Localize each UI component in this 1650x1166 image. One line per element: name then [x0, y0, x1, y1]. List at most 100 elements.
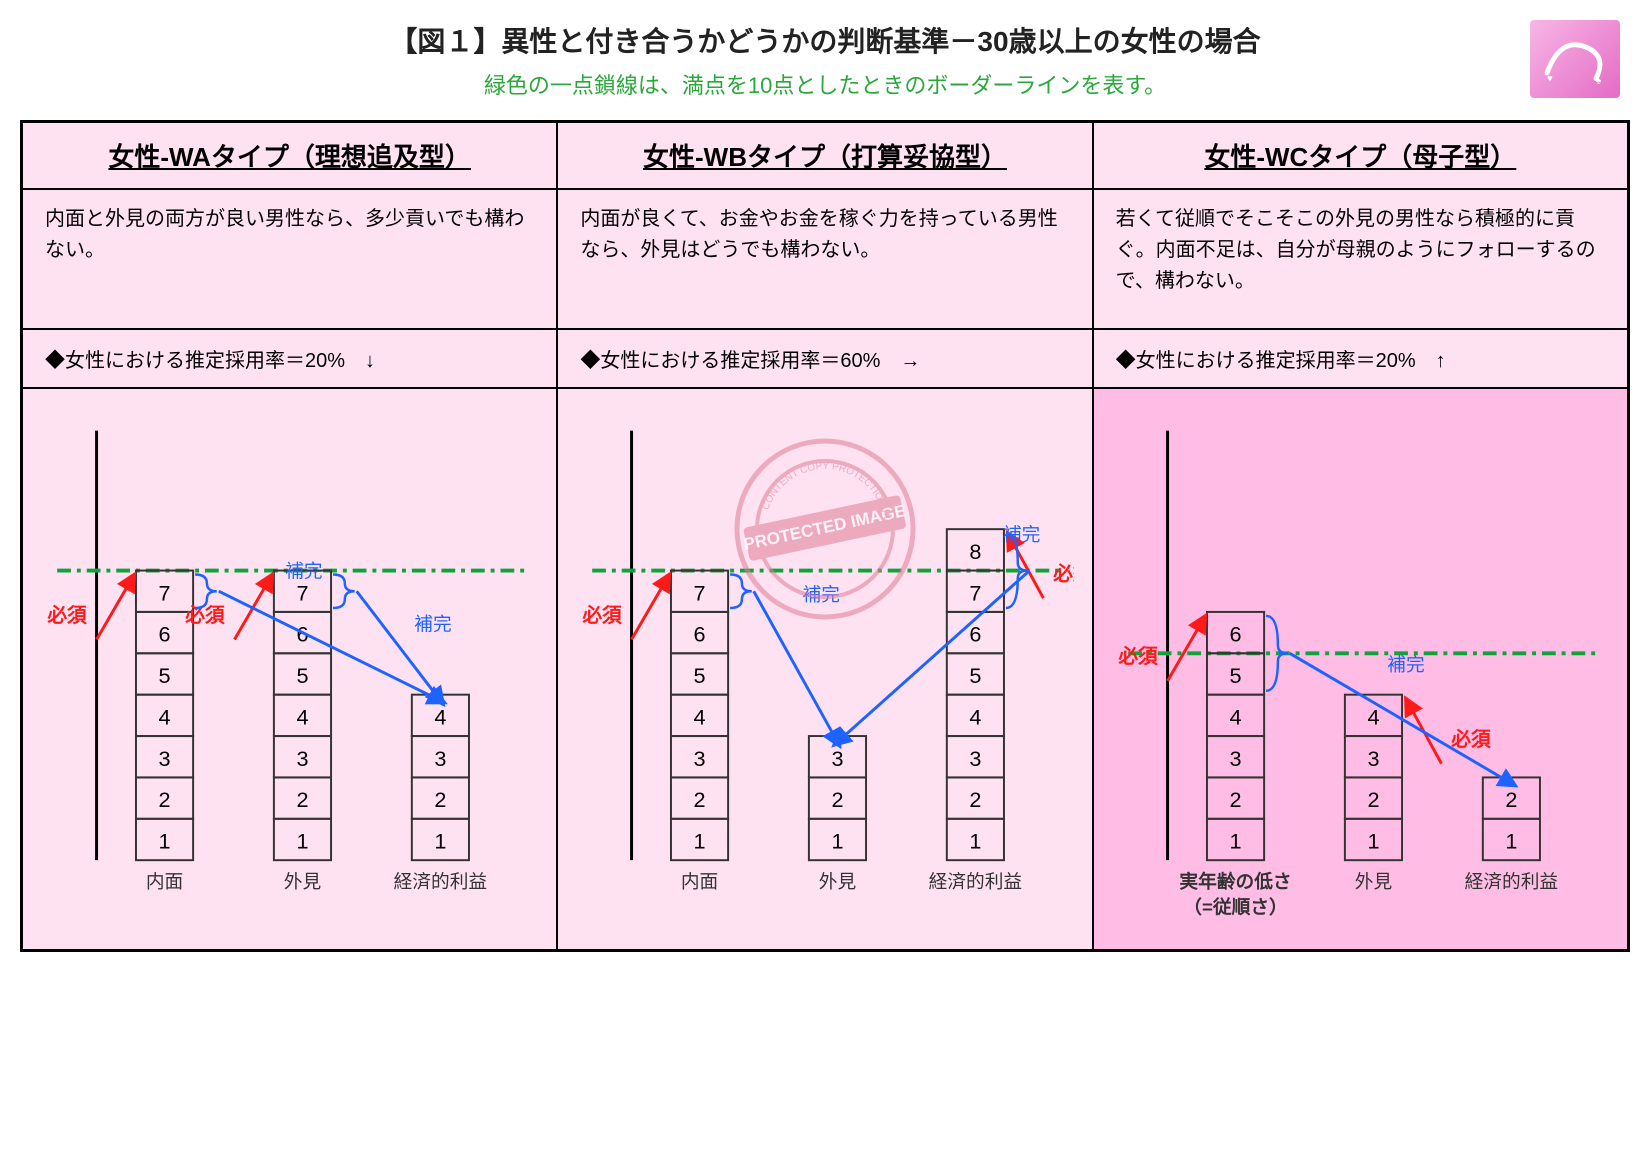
bar-axis-label: 実年齢の低さ — [1179, 871, 1291, 892]
bar-cell-value: 2 — [1229, 787, 1241, 812]
bar-axis-label: 内面 — [681, 871, 718, 892]
logo-swoosh-icon: ♥ ♠ — [1540, 29, 1610, 89]
svg-text:♠: ♠ — [1596, 76, 1601, 87]
bar-cell-value: 6 — [970, 622, 982, 647]
type-chart-cell: 7654321内面必須7654321外見必須4321経済的利益補完補完 — [23, 389, 556, 949]
chart-wc: 654321実年齢の低さ（=従順さ）必須4321外見必須21経済的利益補完 — [1112, 407, 1609, 939]
bar-cell-value: 7 — [159, 580, 171, 605]
bar-cell-value: 4 — [296, 704, 308, 729]
must-label: 必須 — [1450, 728, 1491, 751]
bar-cell-value: 5 — [694, 663, 706, 688]
must-arrow-icon — [632, 578, 667, 639]
bar-cell-value: 4 — [434, 704, 446, 729]
bar-cell-value: 7 — [970, 580, 982, 605]
bar-cell-value: 1 — [694, 829, 706, 854]
bar-cell-value: 6 — [694, 622, 706, 647]
page-subtitle: 緑色の一点鎖線は、満点を10点としたときのボーダーラインを表す。 — [20, 68, 1630, 100]
bar-cell-value: 2 — [159, 787, 171, 812]
type-column-wc: 女性-WCタイプ（母子型） 若くて従順でそこそこの外見の男性なら積極的に貢ぐ。内… — [1094, 123, 1627, 949]
complement-arrow-icon — [838, 571, 1030, 742]
must-label: 必須 — [1117, 645, 1158, 668]
bar-cell-value: 1 — [1505, 829, 1517, 854]
bar-cell-value: 2 — [296, 787, 308, 812]
bar-cell-value: 3 — [296, 746, 308, 771]
complement-arrow-icon — [357, 591, 441, 700]
bar-cell-value: 5 — [159, 663, 171, 688]
bar-cell-value: 3 — [434, 746, 446, 771]
bar-axis-label: 外見 — [284, 871, 321, 892]
bar-axis-sublabel: （=従順さ） — [1183, 896, 1287, 917]
bar-cell-value: 5 — [970, 663, 982, 688]
bar-cell-value: 3 — [970, 746, 982, 771]
bar-axis-label: 外見 — [819, 871, 856, 892]
type-column-wa: 女性-WAタイプ（理想追及型） 内面と外見の両方が良い男性なら、多少貢いでも構わ… — [23, 123, 558, 949]
complement-label: 補完 — [1387, 654, 1424, 675]
type-description: 若くて従順でそこそこの外見の男性なら積極的に貢ぐ。内面不足は、自分が母親のように… — [1094, 190, 1627, 330]
bar-cell-value: 5 — [1229, 663, 1241, 688]
bar-cell-value: 1 — [1229, 829, 1241, 854]
chart-wb: 7654321内面必須321外見87654321経済的利益必須補完補完 — [576, 407, 1073, 939]
complement-label: 補完 — [414, 614, 451, 635]
bar-cell-value: 3 — [1229, 746, 1241, 771]
must-label: 必須 — [184, 604, 225, 627]
bar-cell-value: 1 — [159, 829, 171, 854]
must-arrow-icon — [1010, 537, 1043, 598]
brand-logo: ♥ ♠ — [1530, 20, 1620, 98]
type-chart-cell: 654321実年齢の低さ（=従順さ）必須4321外見必須21経済的利益補完 — [1094, 389, 1627, 949]
type-rate: ◆女性における推定採用率＝20% ↑ — [1094, 330, 1627, 389]
bar-axis-label: 経済的利益 — [1464, 871, 1558, 892]
bar-cell-value: 1 — [296, 829, 308, 854]
header: 【図１】異性と付き合うかどうかの判断基準－30歳以上の女性の場合 緑色の一点鎖線… — [20, 20, 1630, 100]
type-chart-cell: PROTECTED IMAGE CONTENT COPY PROTECTION … — [558, 389, 1091, 949]
type-heading: 女性-WBタイプ（打算妥協型） — [558, 123, 1091, 190]
complement-arrow-icon — [754, 591, 838, 742]
complement-label: 補完 — [803, 584, 840, 605]
complement-arrow-icon — [219, 591, 441, 700]
type-grid: 女性-WAタイプ（理想追及型） 内面と外見の両方が良い男性なら、多少貢いでも構わ… — [20, 120, 1630, 952]
bracket-icon — [730, 574, 752, 607]
bar-cell-value: 2 — [1367, 787, 1379, 812]
bar-cell-value: 1 — [434, 829, 446, 854]
type-column-wb: 女性-WBタイプ（打算妥協型） 内面が良くて、お金やお金を稼ぐ力を持っている男性… — [558, 123, 1093, 949]
bar-cell-value: 2 — [832, 787, 844, 812]
svg-text:♥: ♥ — [1547, 73, 1553, 84]
bar-cell-value: 4 — [1229, 704, 1241, 729]
bar-cell-value: 1 — [970, 829, 982, 854]
bar-cell-value: 4 — [1367, 704, 1379, 729]
must-label: 必須 — [1053, 562, 1074, 585]
bar-axis-label: 内面 — [146, 871, 183, 892]
type-rate: ◆女性における推定採用率＝60% → — [558, 330, 1091, 389]
bar-cell-value: 7 — [296, 580, 308, 605]
bar-cell-value: 1 — [832, 829, 844, 854]
type-description: 内面と外見の両方が良い男性なら、多少貢いでも構わない。 — [23, 190, 556, 330]
bracket-icon — [333, 574, 355, 607]
bar-cell-value: 7 — [694, 580, 706, 605]
bar-cell-value: 2 — [694, 787, 706, 812]
type-description: 内面が良くて、お金やお金を稼ぐ力を持っている男性なら、外見はどうでも構わない。 — [558, 190, 1091, 330]
bar-cell-value: 1 — [1367, 829, 1379, 854]
bar-cell-value: 3 — [694, 746, 706, 771]
bar-cell-value: 8 — [970, 539, 982, 564]
must-arrow-icon — [97, 578, 132, 639]
chart-wa: 7654321内面必須7654321外見必須4321経済的利益補完補完 — [41, 407, 538, 939]
bar-cell-value: 4 — [694, 704, 706, 729]
bar-cell-value: 6 — [159, 622, 171, 647]
complement-label: 補完 — [1003, 524, 1040, 545]
must-label: 必須 — [46, 604, 87, 627]
bar-cell-value: 6 — [1229, 622, 1241, 647]
type-heading: 女性-WAタイプ（理想追及型） — [23, 123, 556, 190]
bar-axis-label: 外見 — [1354, 871, 1391, 892]
complement-label: 補完 — [285, 560, 322, 581]
bar-cell-value: 4 — [970, 704, 982, 729]
bar-axis-label: 経済的利益 — [394, 871, 488, 892]
bracket-icon — [195, 574, 217, 607]
bar-cell-value: 3 — [159, 746, 171, 771]
bar-cell-value: 3 — [832, 746, 844, 771]
type-heading: 女性-WCタイプ（母子型） — [1094, 123, 1627, 190]
bar-axis-label: 経済的利益 — [929, 871, 1023, 892]
bar-cell-value: 2 — [1505, 787, 1517, 812]
page-title: 【図１】異性と付き合うかどうかの判断基準－30歳以上の女性の場合 — [20, 20, 1630, 60]
must-arrow-icon — [1167, 620, 1202, 681]
bar-cell-value: 2 — [434, 787, 446, 812]
must-label: 必須 — [582, 604, 623, 627]
